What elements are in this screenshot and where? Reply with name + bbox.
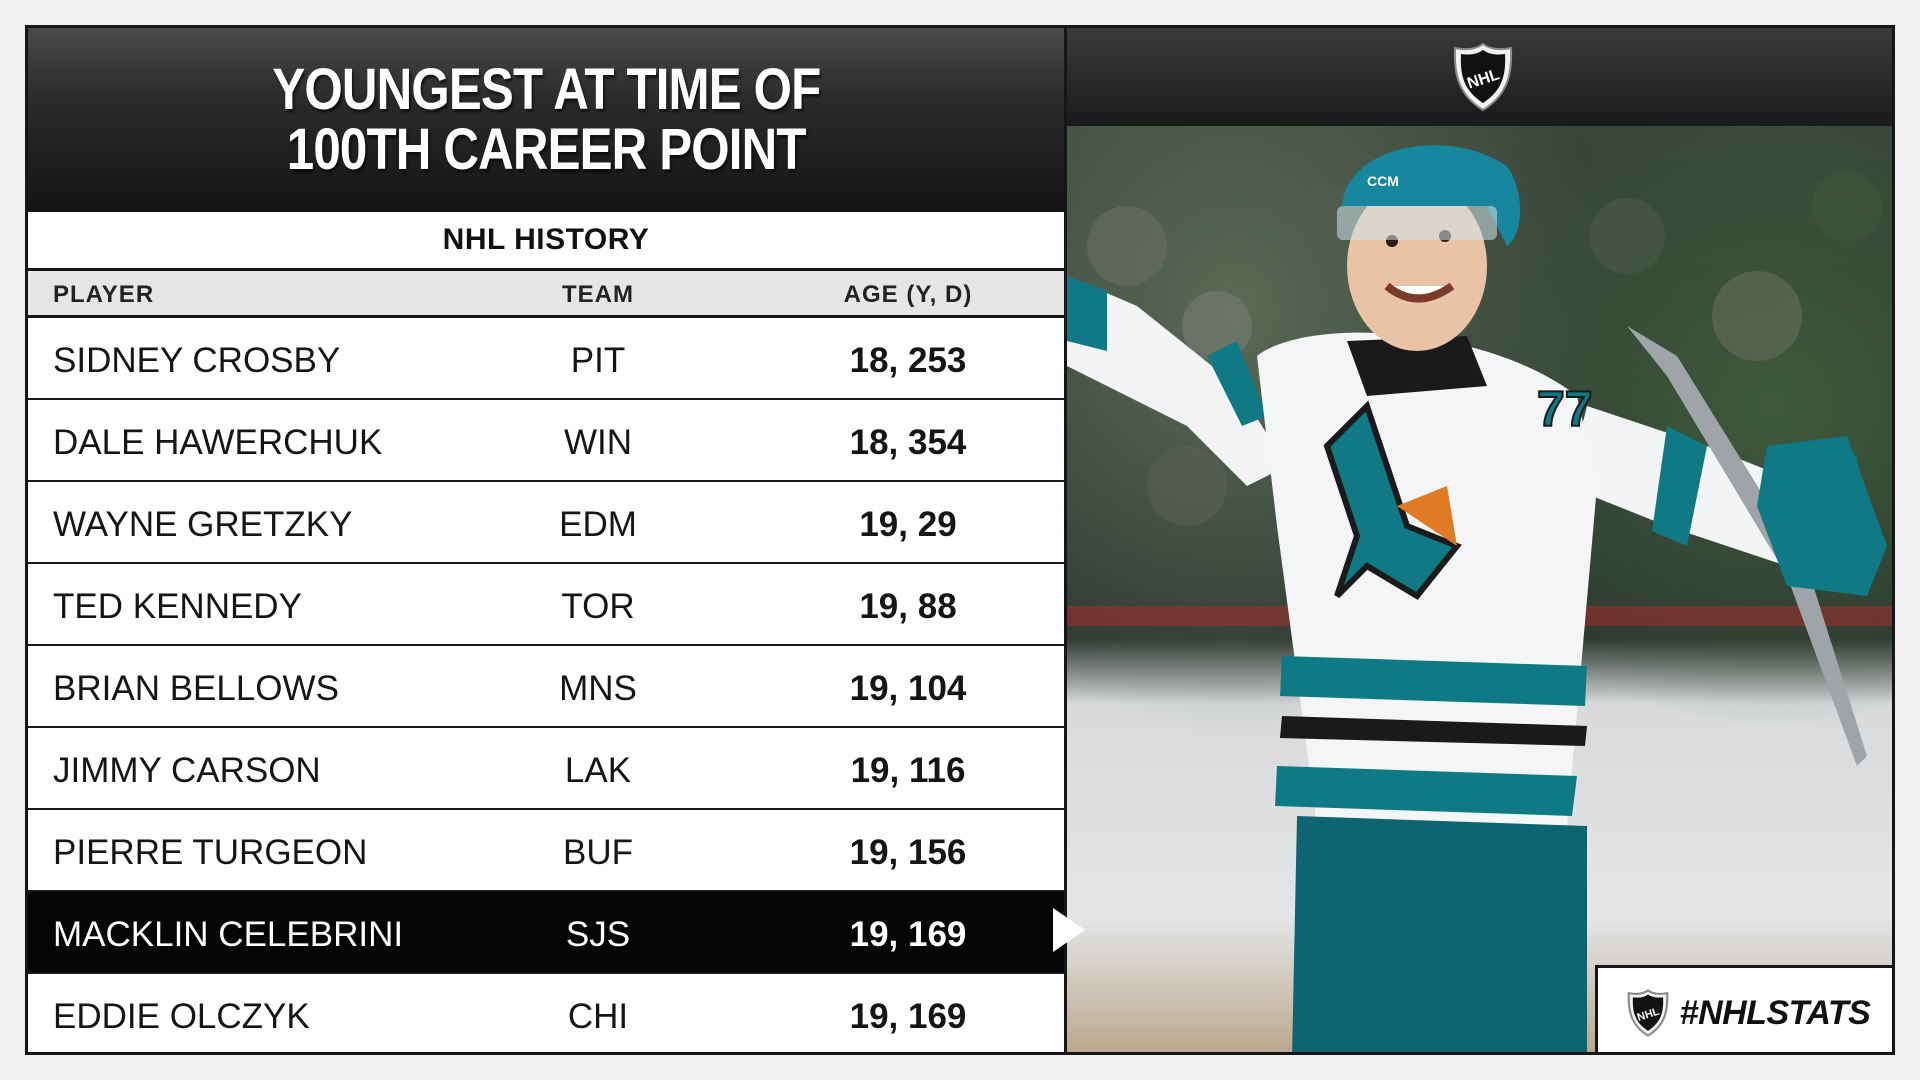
logo-bar: NHL — [1067, 28, 1892, 126]
table-row: EDDIE OLCZYK CHI 19, 169 — [28, 974, 1064, 1052]
table-row: TED KENNEDY TOR 19, 88 — [28, 564, 1064, 646]
header-team: TEAM — [562, 281, 634, 308]
subtitle: NHL HISTORY — [28, 212, 1064, 271]
table-row: JIMMY CARSON LAK 19, 116 — [28, 728, 1064, 810]
cell-player: TED KENNEDY — [53, 587, 302, 626]
cell-team: CHI — [567, 997, 629, 1036]
highlight-pointer-icon — [1053, 908, 1085, 952]
hashtag-box: NHL #NHLSTATS — [1595, 965, 1892, 1052]
cell-team: PIT — [570, 341, 626, 380]
jersey-number: 77 — [1537, 381, 1593, 437]
cell-player: DALE HAWERCHUK — [53, 423, 383, 462]
stats-panel: YOUNGEST AT TIME OF 100TH CAREER POINT N… — [28, 28, 1064, 1052]
cell-age: 19, 116 — [850, 751, 966, 790]
cell-age: 19, 156 — [849, 833, 967, 872]
cell-team: BUF — [563, 833, 633, 872]
cell-age: 19, 104 — [849, 669, 967, 708]
cell-team: TOR — [561, 587, 635, 626]
table-row: WAYNE GRETZKY EDM 19, 29 — [28, 482, 1064, 564]
cell-player: WAYNE GRETZKY — [53, 505, 353, 544]
header-player: PLAYER — [53, 281, 155, 308]
hashtag-text: #NHLSTATS — [1679, 993, 1871, 1032]
nhl-shield-small-icon: NHL — [1627, 989, 1668, 1037]
cell-team: SJS — [565, 915, 631, 954]
table-row-highlighted: MACKLIN CELEBRINI SJS 19, 169 — [28, 892, 1064, 974]
cell-age: 18, 253 — [849, 341, 967, 380]
cell-player: BRIAN BELLOWS — [53, 669, 339, 708]
table-body: SIDNEY CROSBY PIT 18, 253 DALE HAWERCHUK… — [28, 318, 1064, 1052]
cell-player: PIERRE TURGEON — [53, 833, 368, 872]
cell-age: 19, 29 — [859, 505, 957, 544]
title-block: YOUNGEST AT TIME OF 100TH CAREER POINT — [28, 28, 1064, 212]
title-line-1: YOUNGEST AT TIME OF — [271, 57, 821, 122]
photo-panel: NHL — [1064, 28, 1892, 1052]
table-row: DALE HAWERCHUK WIN 18, 354 — [28, 400, 1064, 482]
cell-player: MACKLIN CELEBRINI — [53, 915, 404, 954]
cell-age: 19, 169 — [849, 997, 967, 1036]
table-row: PIERRE TURGEON BUF 19, 156 — [28, 810, 1064, 892]
cell-team: EDM — [559, 505, 637, 544]
cell-age: 18, 354 — [849, 423, 967, 462]
svg-text:CCM: CCM — [1367, 173, 1399, 189]
cell-player: EDDIE OLCZYK — [53, 997, 310, 1036]
cell-age: 19, 88 — [859, 587, 957, 626]
nhl-shield-icon: NHL — [1453, 42, 1512, 112]
cell-team: WIN — [563, 423, 633, 462]
title-line-2: 100TH CAREER POINT — [286, 117, 807, 182]
table-header: PLAYER TEAM AGE (Y, D) — [28, 271, 1064, 318]
table-row: SIDNEY CROSBY PIT 18, 253 — [28, 318, 1064, 400]
cell-team: LAK — [564, 751, 632, 790]
player-photo: CCM 77 NHL #NHLSTATS — [1067, 126, 1892, 1052]
header-age: AGE (Y, D) — [843, 281, 973, 308]
cell-player: JIMMY CARSON — [53, 751, 321, 790]
table-row: BRIAN BELLOWS MNS 19, 104 — [28, 646, 1064, 728]
cell-team: MNS — [559, 669, 637, 708]
cell-age: 19, 169 — [849, 915, 967, 954]
cell-player: SIDNEY CROSBY — [53, 341, 341, 380]
player-illustration: CCM 77 — [1067, 145, 1892, 1052]
graphic-frame: YOUNGEST AT TIME OF 100TH CAREER POINT N… — [25, 25, 1895, 1055]
